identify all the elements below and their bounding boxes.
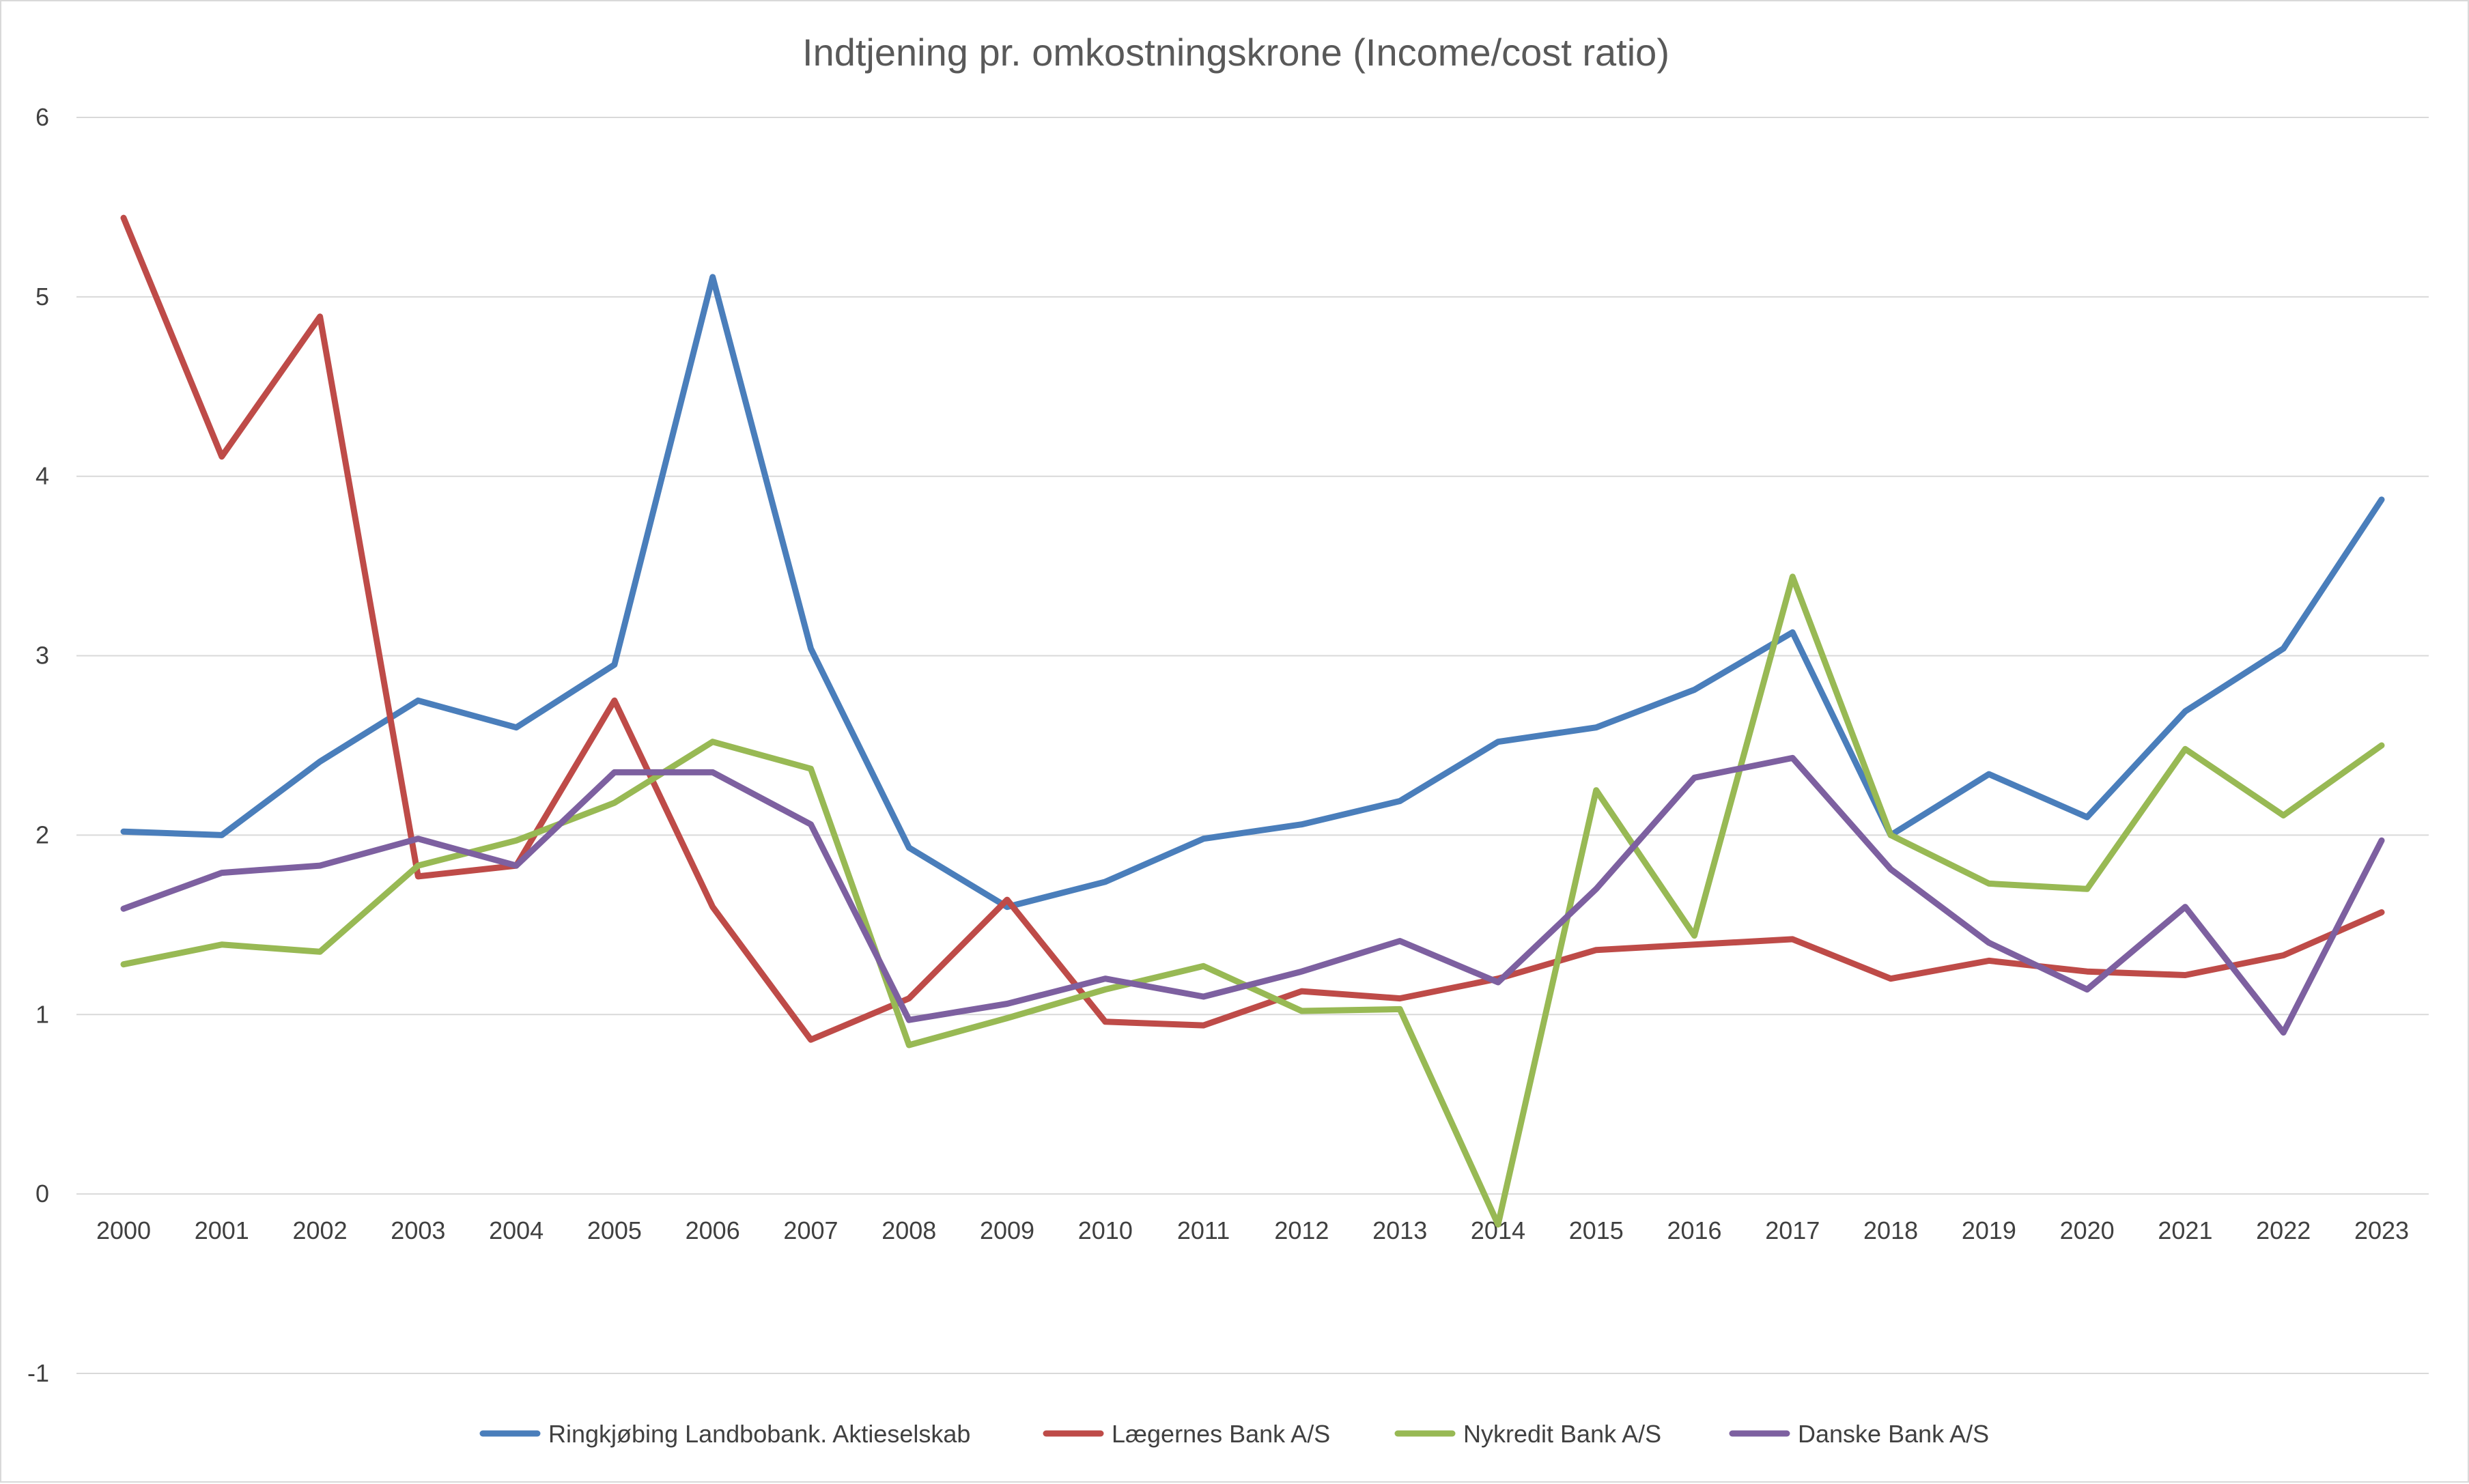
legend-item-2[interactable]: Lægernes Bank A/S [1043, 1420, 1330, 1448]
y-tick-label: 4 [36, 462, 49, 490]
x-tick-label: 2005 [587, 1216, 642, 1244]
y-tick-label: 0 [36, 1180, 49, 1208]
y-tick-label: 2 [36, 821, 49, 848]
x-tick-label: 2016 [1667, 1216, 1721, 1244]
x-tick-label: 2009 [980, 1216, 1034, 1244]
x-tick-label: 2022 [2256, 1216, 2311, 1244]
x-tick-label: 2007 [783, 1216, 838, 1244]
x-tick-label: 2013 [1372, 1216, 1427, 1244]
x-tick-label: 2004 [489, 1216, 544, 1244]
x-tick-label: 2021 [2158, 1216, 2212, 1244]
legend-label: Ringkjøbing Landbobank. Aktieselskab [548, 1420, 970, 1448]
gridlines [76, 117, 2429, 1374]
x-tick-label: 2003 [391, 1216, 445, 1244]
x-tick-label: 2020 [2060, 1216, 2115, 1244]
x-tick-label: 2015 [1569, 1216, 1624, 1244]
y-tick-label: -1 [27, 1359, 49, 1387]
x-tick-label: 2002 [293, 1216, 348, 1244]
x-tick-label: 2010 [1078, 1216, 1133, 1244]
y-tick-label: 6 [36, 103, 49, 131]
series-line-1 [120, 274, 2385, 911]
legend-item-3[interactable]: Nykredit Bank A/S [1394, 1420, 1661, 1448]
series-line-4 [120, 754, 2385, 1036]
legend-label: Nykredit Bank A/S [1463, 1420, 1661, 1448]
y-tick-label: 5 [36, 283, 49, 311]
x-tick-label: 2018 [1863, 1216, 1918, 1244]
x-axis-ticks: 2000 2001 2002 2003 2004 2005 2006 2007 2008 2009… [96, 1216, 2409, 1244]
series-line-2 [120, 214, 2385, 1043]
legend-label: Danske Bank A/S [1798, 1420, 1989, 1448]
x-tick-label: 2019 [1962, 1216, 2016, 1244]
chart-title: Indtjening pr. omkostningskrone (Income/… [802, 31, 1669, 74]
legend-label: Lægernes Bank A/S [1112, 1420, 1330, 1448]
x-tick-label: 2012 [1274, 1216, 1329, 1244]
x-tick-label: 2008 [881, 1216, 936, 1244]
y-axis-ticks: 6 5 4 3 2 1 0 -1 [27, 103, 49, 1387]
x-tick-label: 2023 [2354, 1216, 2409, 1244]
x-tick-label: 2017 [1765, 1216, 1820, 1244]
y-tick-label: 1 [36, 1000, 49, 1028]
legend-item-1[interactable]: Ringkjøbing Landbobank. Aktieselskab [479, 1420, 970, 1448]
x-tick-label: 2001 [195, 1216, 249, 1244]
legend-item-4[interactable]: Danske Bank A/S [1729, 1420, 1989, 1448]
x-tick-label: 2000 [96, 1216, 151, 1244]
x-tick-label: 2011 [1177, 1216, 1230, 1244]
legend[interactable]: Ringkjøbing Landbobank. Aktieselskab Læge… [479, 1420, 1989, 1448]
series-lines [120, 214, 2385, 1228]
series-line-3 [120, 573, 2385, 1228]
x-tick-label: 2006 [686, 1216, 740, 1244]
y-tick-label: 3 [36, 642, 49, 670]
